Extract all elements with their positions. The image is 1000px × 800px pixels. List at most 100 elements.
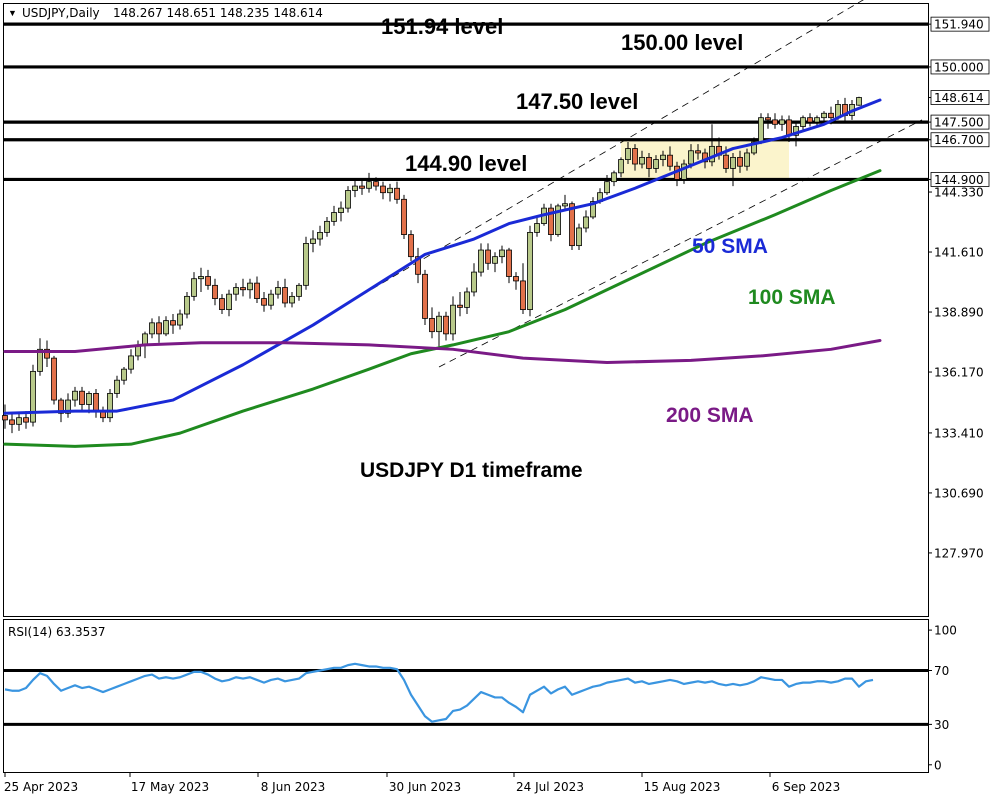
candle-body <box>247 282 253 291</box>
candle <box>170 314 176 334</box>
candle-body <box>156 322 162 335</box>
candle <box>800 115 806 131</box>
candle <box>114 375 120 398</box>
trend-channel <box>340 0 923 368</box>
candle-body <box>37 348 43 372</box>
candle-body <box>415 256 421 275</box>
header-dropdown-icon[interactable]: ▼ <box>8 8 17 18</box>
candle-body <box>394 187 400 200</box>
price-label-box <box>930 172 990 187</box>
candle-body <box>450 304 456 335</box>
rsi-tick-label: 0 <box>934 758 942 772</box>
candle <box>303 236 309 290</box>
candle <box>583 210 589 233</box>
candle-body <box>646 156 652 169</box>
price-label-box <box>930 132 990 148</box>
candle <box>667 146 673 171</box>
candle-body <box>282 287 288 304</box>
candle-body <box>765 117 771 121</box>
candle-body <box>779 119 785 125</box>
candle-body <box>499 249 505 258</box>
candle-body <box>422 273 428 319</box>
candle-body <box>492 256 498 264</box>
candle <box>310 230 316 253</box>
candle <box>156 316 162 343</box>
price-tick-label: 127.970 <box>934 546 984 560</box>
candle-body <box>751 141 757 154</box>
candle <box>2 404 8 429</box>
candlesticks <box>2 96 862 434</box>
candle <box>807 113 813 127</box>
candle <box>184 291 190 319</box>
candle <box>436 311 442 348</box>
header-ohlc: 148.267 148.651 148.235 148.614 <box>113 6 323 20</box>
candle-body <box>478 249 484 273</box>
candle-body <box>730 156 736 169</box>
candle-body <box>632 148 638 165</box>
price-tick-label: 130.690 <box>934 486 984 500</box>
candle <box>604 175 610 195</box>
candle <box>401 194 407 240</box>
candle <box>730 152 736 187</box>
candle <box>37 338 43 376</box>
candle <box>590 197 596 220</box>
candle <box>191 272 197 301</box>
candle <box>135 340 141 361</box>
rsi-title: RSI(14) 63.3537 <box>8 625 106 639</box>
candle-body <box>198 276 204 280</box>
candle-body <box>688 150 694 165</box>
level-label-144-90: 144.90 level <box>405 151 527 176</box>
header-symbol: USDJPY,Daily <box>22 6 100 20</box>
candle <box>786 115 792 142</box>
candle-body <box>2 415 8 421</box>
candle-body <box>163 320 169 335</box>
candle <box>758 113 764 145</box>
candle-body <box>653 159 659 169</box>
candle-body <box>436 315 442 333</box>
candle-body <box>345 190 351 209</box>
candle <box>219 294 225 315</box>
candle-body <box>534 223 540 233</box>
candle-body <box>485 249 491 264</box>
candle <box>394 181 400 204</box>
candle-body <box>408 234 414 258</box>
candle-body <box>142 333 148 346</box>
candle <box>471 263 477 297</box>
candle <box>254 276 260 303</box>
candle <box>562 194 568 211</box>
candle <box>72 386 78 407</box>
candle <box>555 203 561 237</box>
candle-body <box>72 390 78 401</box>
candle <box>107 389 113 423</box>
candle-body <box>758 117 764 143</box>
candle-body <box>471 271 477 293</box>
candle-body <box>205 276 211 286</box>
candle <box>275 280 281 299</box>
candle <box>149 318 155 339</box>
candle <box>261 291 267 312</box>
candle <box>380 181 386 200</box>
time-tick-label: 24 Jul 2023 <box>516 780 584 794</box>
candle-body <box>212 284 218 299</box>
candle-body <box>30 370 36 423</box>
candle <box>212 278 218 306</box>
candle <box>352 179 358 198</box>
price-tick-label: 150.000 <box>934 60 984 74</box>
channel-lower-line <box>438 119 923 368</box>
price-label-box <box>930 114 990 130</box>
candle-body <box>681 163 687 180</box>
candle <box>464 287 470 315</box>
candle-body <box>275 287 281 295</box>
candle <box>422 269 428 326</box>
sma100-label: 100 SMA <box>748 286 836 309</box>
candle <box>128 349 134 374</box>
candle <box>226 289 232 317</box>
price-tick-label: 144.900 <box>934 173 984 187</box>
candle <box>338 201 344 222</box>
candle <box>478 243 484 277</box>
price-tick-label: 141.610 <box>934 246 984 260</box>
level-label-151-94: 151.94 level <box>381 14 503 39</box>
chart-title: USDJPY D1 timeframe <box>360 459 583 482</box>
rsi-indicator: 100 70 30 0 <box>4 624 957 772</box>
